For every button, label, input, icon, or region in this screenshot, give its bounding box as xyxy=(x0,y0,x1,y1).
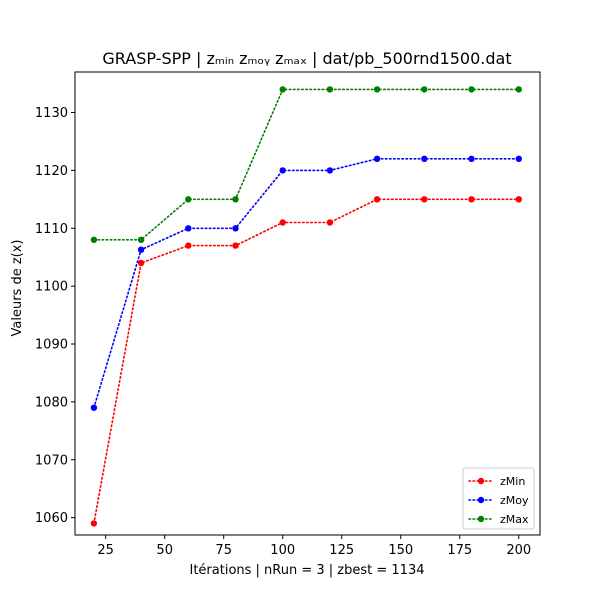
data-point-zmax xyxy=(421,86,428,93)
legend-label-zmin: zMin xyxy=(500,475,525,488)
data-point-zmax xyxy=(90,236,98,243)
data-point-zmoy xyxy=(232,225,239,232)
legend-marker-zmax xyxy=(477,515,485,523)
data-point-zmin xyxy=(185,242,192,249)
y-tick-label: 1100 xyxy=(35,280,68,295)
data-point-zmax xyxy=(468,86,475,93)
legend-label-zmoy: zMoy xyxy=(500,494,529,507)
plot-frame xyxy=(74,71,541,536)
x-axis-label: Itérations | nRun = 3 | zbest = 1134 xyxy=(190,563,425,578)
legend-label-zmax: zMax xyxy=(500,513,529,526)
data-point-zmax xyxy=(232,196,239,203)
data-point-zmin xyxy=(421,196,428,203)
legend: zMin zMoy zMax xyxy=(462,467,535,530)
y-axis-label: Valeurs de z(x) xyxy=(10,240,25,337)
data-point-zmax xyxy=(373,86,381,93)
series-line-zmoy xyxy=(93,158,520,409)
y-tick-label: 1080 xyxy=(35,395,68,410)
data-point-zmin xyxy=(515,196,522,203)
plot-area: 25 50 75 100 125 150 175 200 1060 1070 1080 1090 110… xyxy=(35,71,541,558)
x-tick-label: 100 xyxy=(270,543,295,558)
data-point-zmoy xyxy=(137,246,145,253)
data-point-zmin xyxy=(90,520,98,527)
y-tick-label: 1070 xyxy=(35,453,68,468)
legend-marker-zmoy xyxy=(477,496,485,504)
x-tick-label: 175 xyxy=(447,543,472,558)
data-point-zmin xyxy=(137,259,145,267)
x-tick-label: 125 xyxy=(329,543,354,558)
data-point-zmin xyxy=(373,196,381,203)
y-tick-label: 1090 xyxy=(35,338,68,353)
y-tick-label: 1120 xyxy=(35,164,68,179)
x-tick-label: 50 xyxy=(156,543,173,558)
data-point-zmin xyxy=(468,196,475,203)
data-point-zmoy xyxy=(90,404,98,411)
data-point-zmin xyxy=(279,219,286,226)
legend-marker-zmin xyxy=(477,477,485,485)
data-point-zmoy xyxy=(421,155,428,162)
y-tick-label: 1060 xyxy=(35,511,68,526)
data-point-zmoy xyxy=(185,225,192,232)
x-tick-label: 25 xyxy=(97,543,114,558)
x-tick-label: 75 xyxy=(215,543,232,558)
series-line-zmin xyxy=(93,198,520,525)
x-tick-label: 150 xyxy=(388,543,413,558)
data-point-zmoy xyxy=(326,167,334,174)
y-tick-label: 1130 xyxy=(35,106,68,121)
data-point-zmoy xyxy=(515,155,522,162)
data-point-zmax xyxy=(515,86,522,93)
data-point-zmoy xyxy=(373,155,381,162)
data-point-zmax xyxy=(137,236,145,243)
series-line-zmax xyxy=(93,88,520,241)
data-point-zmax xyxy=(279,86,286,93)
data-point-zmax xyxy=(185,196,192,203)
data-point-zmin xyxy=(326,219,334,226)
data-point-zmoy xyxy=(279,167,286,174)
x-tick-label: 200 xyxy=(506,543,531,558)
chart-title: GRASP-SPP | zₘᵢₙ zₘₒᵧ zₘₐₓ | dat/pb_500r… xyxy=(102,49,511,69)
data-point-zmax xyxy=(326,86,334,93)
data-point-zmoy xyxy=(468,155,475,162)
data-point-zmin xyxy=(232,242,239,249)
y-tick-label: 1110 xyxy=(35,222,68,237)
